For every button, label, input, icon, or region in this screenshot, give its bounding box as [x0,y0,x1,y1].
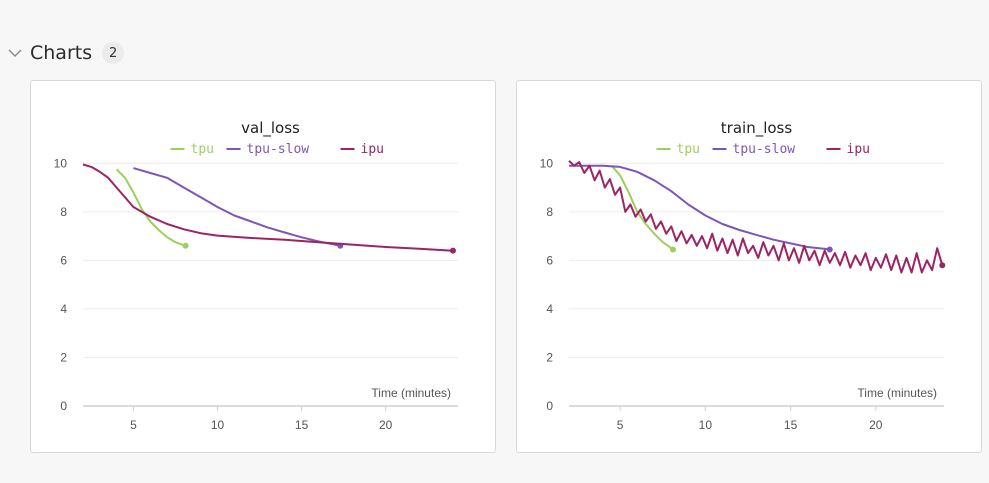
x-axis-label: Time (minutes) [371,386,451,400]
y-tick-label-8: 8 [60,205,67,219]
y-tick-label-4: 4 [546,302,553,316]
section-title: Charts [30,42,93,64]
y-tick-label-8: 8 [546,205,553,219]
legend-label-ipu: ipu [361,142,384,157]
chevron-down-icon[interactable] [6,44,24,62]
x-tick-label-15: 15 [295,418,309,432]
legend-label-tpu: tpu [677,142,700,157]
y-tick-label-4: 4 [60,302,67,316]
y-tick-label-6: 6 [60,253,67,267]
series-endpoint-tpu-slow [826,246,833,253]
x-tick-label-5: 5 [617,418,624,432]
legend-label-tpu-slow: tpu-slow [733,142,796,157]
legend-label-ipu: ipu [847,142,870,157]
x-tick-label-20: 20 [869,418,883,432]
y-tick-label-10: 10 [540,156,554,170]
series-endpoint-ipu [449,247,456,254]
series-line-tpu [115,168,186,247]
charts-section-header[interactable]: Charts 2 [6,38,125,68]
series-line-ipu [568,160,944,274]
y-tick-label-0: 0 [546,399,553,413]
y-tick-label-2: 2 [60,350,67,364]
chart-title: train_loss [721,119,793,138]
series-endpoint-ipu [939,262,946,269]
chart-title: val_loss [241,119,300,138]
x-tick-label-10: 10 [211,418,225,432]
series-line-tpu-slow [133,167,341,247]
series-endpoint-tpu [669,246,676,253]
x-axis-label: Time (minutes) [857,386,937,400]
series-line-ipu [82,163,454,252]
y-tick-label-0: 0 [60,399,67,413]
series-line-tpu-slow [569,164,830,251]
y-tick-label-6: 6 [546,253,553,267]
y-tick-label-2: 2 [546,350,553,364]
chart-count-badge: 2 [102,42,125,64]
series-endpoint-tpu [182,242,189,249]
series-line-tpu [610,165,674,251]
x-tick-label-10: 10 [699,418,713,432]
legend-label-tpu-slow: tpu-slow [247,142,310,157]
x-tick-label-20: 20 [379,418,393,432]
x-tick-label-5: 5 [130,418,137,432]
legend-label-tpu: tpu [191,142,214,157]
y-tick-label-10: 10 [54,156,68,170]
x-tick-label-15: 15 [784,418,798,432]
